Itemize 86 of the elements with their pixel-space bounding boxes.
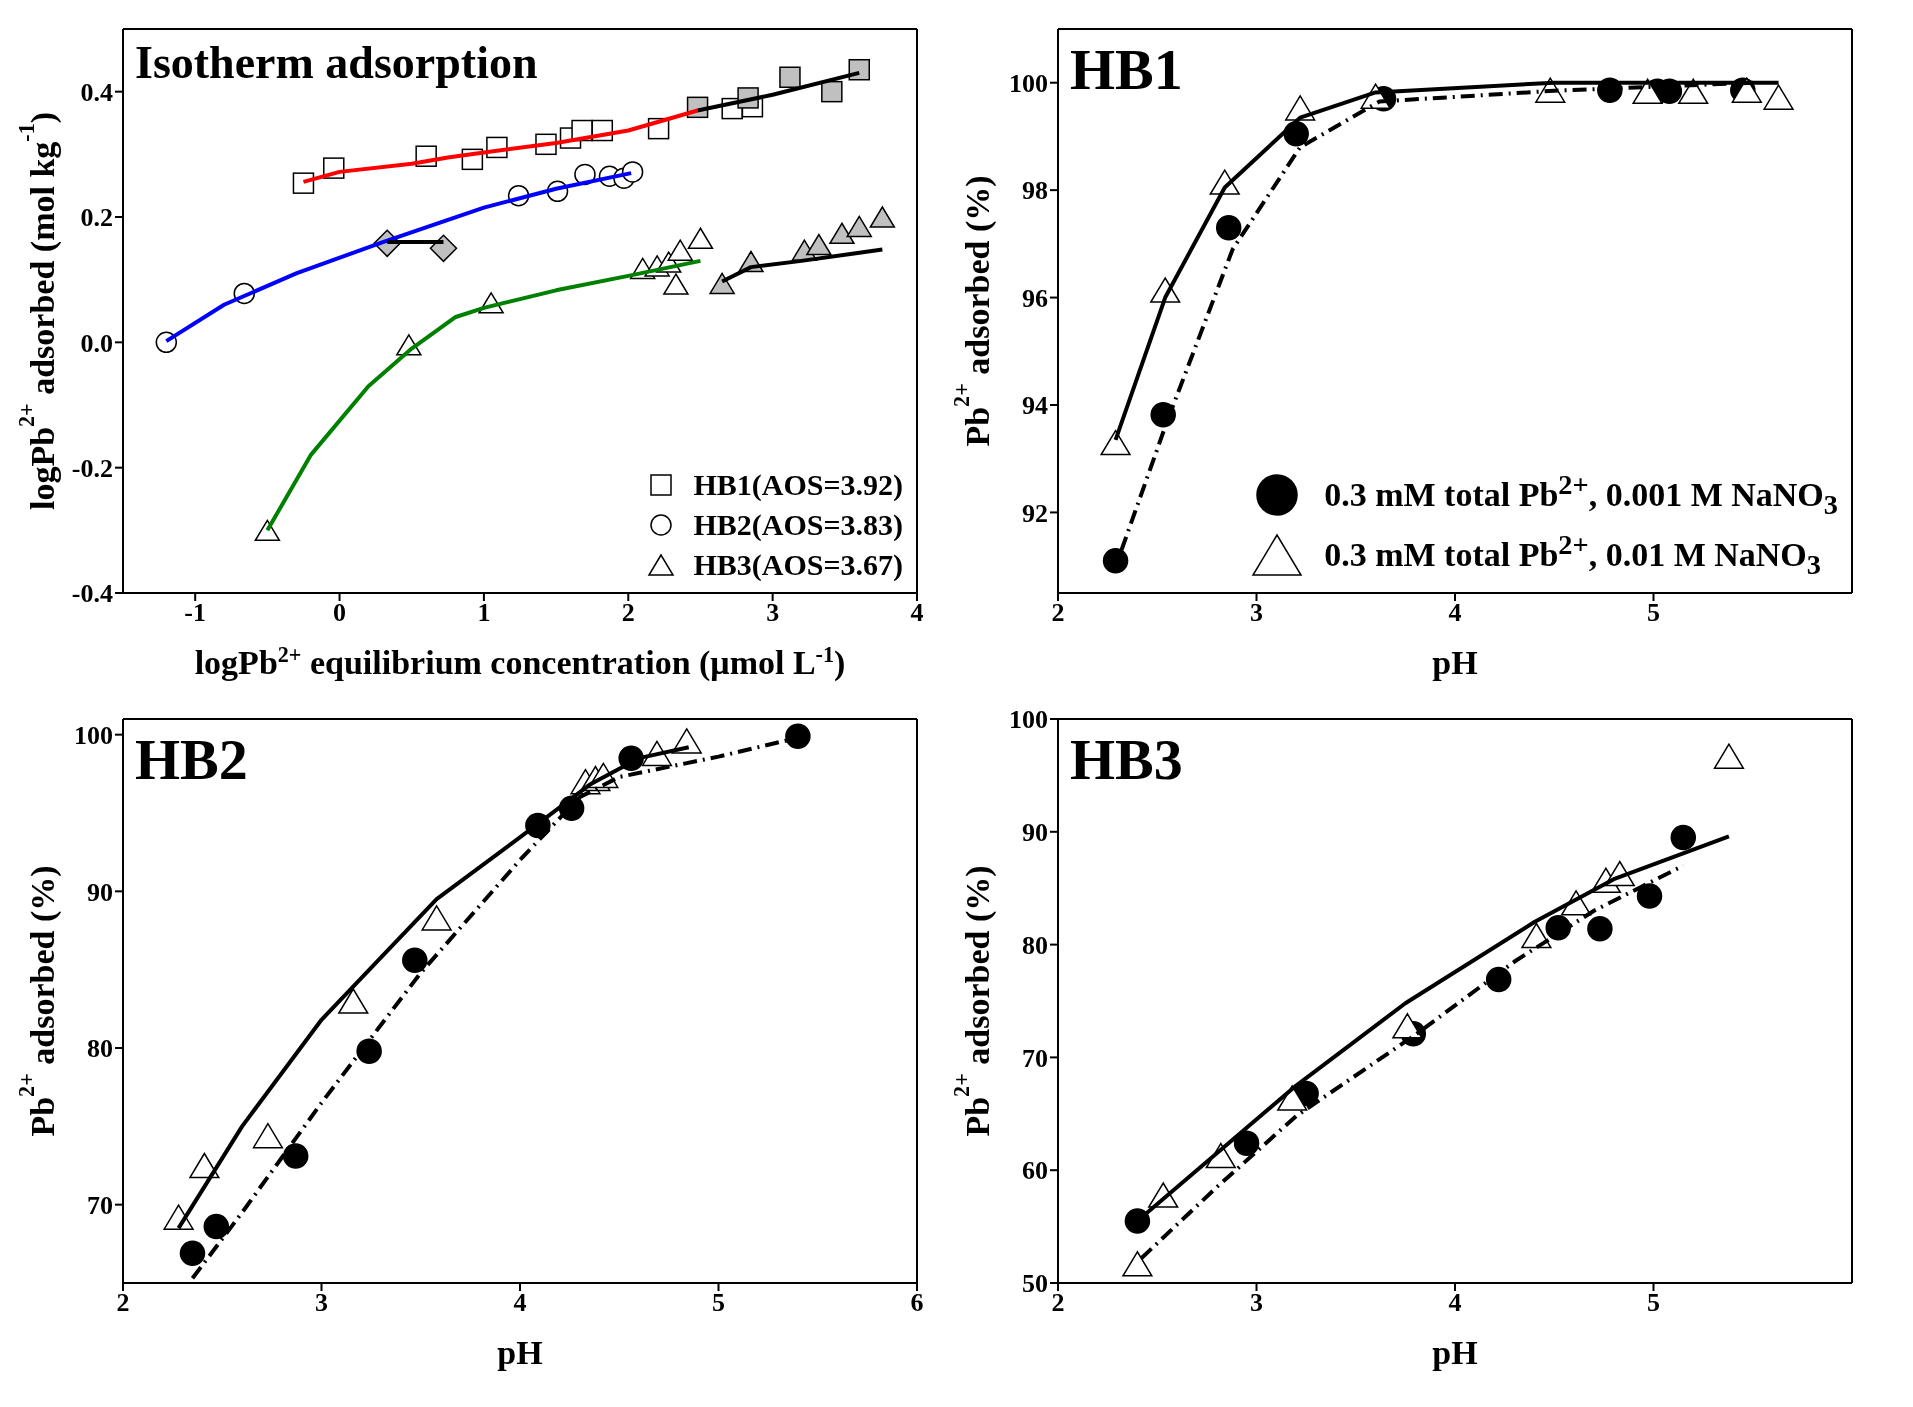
point xyxy=(179,1240,206,1266)
y-tick-label: 98 xyxy=(1022,176,1048,206)
point xyxy=(779,66,801,88)
y-tick-label: 70 xyxy=(87,1190,113,1220)
y-tick-label: 80 xyxy=(87,1034,113,1064)
point xyxy=(829,222,855,245)
x-tick-label: 6 xyxy=(910,1288,924,1318)
point xyxy=(1233,1130,1260,1156)
point xyxy=(1713,743,1745,769)
point xyxy=(869,206,896,228)
x-tick-label: 2 xyxy=(116,1288,130,1318)
y-tick-label: 100 xyxy=(74,720,113,750)
y-tick-label: 70 xyxy=(1022,1043,1048,1073)
point xyxy=(1392,1013,1423,1039)
y-tick-label: 100 xyxy=(1009,705,1048,735)
x-tick-label: 4 xyxy=(1448,598,1462,628)
point xyxy=(1100,429,1131,456)
y-tick-label: 94 xyxy=(1022,391,1048,421)
x-tick-label: 2 xyxy=(621,598,635,628)
point xyxy=(687,227,714,250)
y-tick-label: 0.0 xyxy=(80,328,113,358)
point xyxy=(667,239,693,261)
point xyxy=(338,988,369,1014)
x-axis-title: pH xyxy=(1432,1334,1478,1371)
x-tick-label: -1 xyxy=(184,598,207,628)
legend-label: 0.3 mM total Pb$^{2+}$, 0.01 M NaNO$_{3}$ xyxy=(1324,528,1821,582)
x-tick-label: 4 xyxy=(513,1288,527,1318)
y-tick-label: 92 xyxy=(1022,498,1048,528)
y-tick-label: 60 xyxy=(1022,1156,1048,1186)
x-tick-label: 2 xyxy=(1051,1288,1065,1318)
point xyxy=(1102,548,1129,574)
x-tick-label: 3 xyxy=(1250,598,1263,628)
point xyxy=(821,80,843,103)
point xyxy=(1122,1251,1153,1277)
point xyxy=(429,234,458,263)
point xyxy=(254,519,281,542)
x-tick-label: 2 xyxy=(1051,598,1065,628)
point xyxy=(1670,824,1697,851)
y-tick-label: 100 xyxy=(1009,68,1048,98)
x-tick-label: 4 xyxy=(910,598,924,628)
point xyxy=(402,947,428,974)
x-tick-label: 5 xyxy=(1647,1288,1660,1318)
y-tick-label: 90 xyxy=(87,877,113,907)
x-tick-label: 4 xyxy=(1448,1288,1462,1318)
legend-label: HB3(AOS=3.67) xyxy=(693,548,903,582)
x-tick-label: 0 xyxy=(333,598,347,628)
y-tick-label: -0.2 xyxy=(71,453,113,483)
y-tick-label: 50 xyxy=(1022,1269,1048,1299)
chart-title: HB3 xyxy=(1070,726,1183,793)
y-tick-label: 0.4 xyxy=(80,77,113,107)
point xyxy=(1587,916,1613,942)
point xyxy=(709,272,735,295)
point xyxy=(785,723,811,749)
y-tick-label: -0.4 xyxy=(71,579,113,609)
x-axis-title: logPb$^{2+}$ equilibrium concentration (μmol L$^{-1}$) xyxy=(194,641,846,682)
point xyxy=(203,1213,230,1240)
legend-label: HB1(AOS=3.92) xyxy=(693,468,903,502)
chart-title: HB1 xyxy=(1070,36,1183,103)
x-axis-title: pH xyxy=(497,1334,543,1371)
point xyxy=(1636,883,1663,909)
x-axis-title: pH xyxy=(1432,644,1478,681)
point xyxy=(1763,84,1794,110)
y-tick-label: 0.2 xyxy=(80,203,113,233)
x-tick-label: 1 xyxy=(477,598,491,628)
legend-label: HB2(AOS=3.83) xyxy=(693,508,903,542)
y-tick-label: 90 xyxy=(1022,818,1048,848)
point xyxy=(421,905,452,931)
point xyxy=(292,172,315,194)
chart-title: HB2 xyxy=(135,726,248,793)
x-tick-label: 3 xyxy=(766,598,780,628)
y-tick-label: 96 xyxy=(1022,283,1048,313)
y-tick-label: 80 xyxy=(1022,930,1048,960)
x-tick-label: 3 xyxy=(315,1288,328,1318)
x-tick-label: 3 xyxy=(1250,1288,1263,1318)
point xyxy=(1731,77,1762,103)
point xyxy=(846,215,872,238)
point xyxy=(282,1143,309,1169)
point xyxy=(252,1122,284,1149)
point xyxy=(806,233,832,256)
x-tick-label: 5 xyxy=(1647,598,1660,628)
point xyxy=(663,273,689,295)
point xyxy=(1124,1208,1151,1234)
x-tick-label: 5 xyxy=(712,1288,725,1318)
point xyxy=(1215,214,1242,241)
legend-label: 0.3 mM total Pb$^{2+}$, 0.001 M NaNO$_{3}$ xyxy=(1324,468,1838,522)
chart-title: Isotherm adsorption xyxy=(135,36,538,89)
